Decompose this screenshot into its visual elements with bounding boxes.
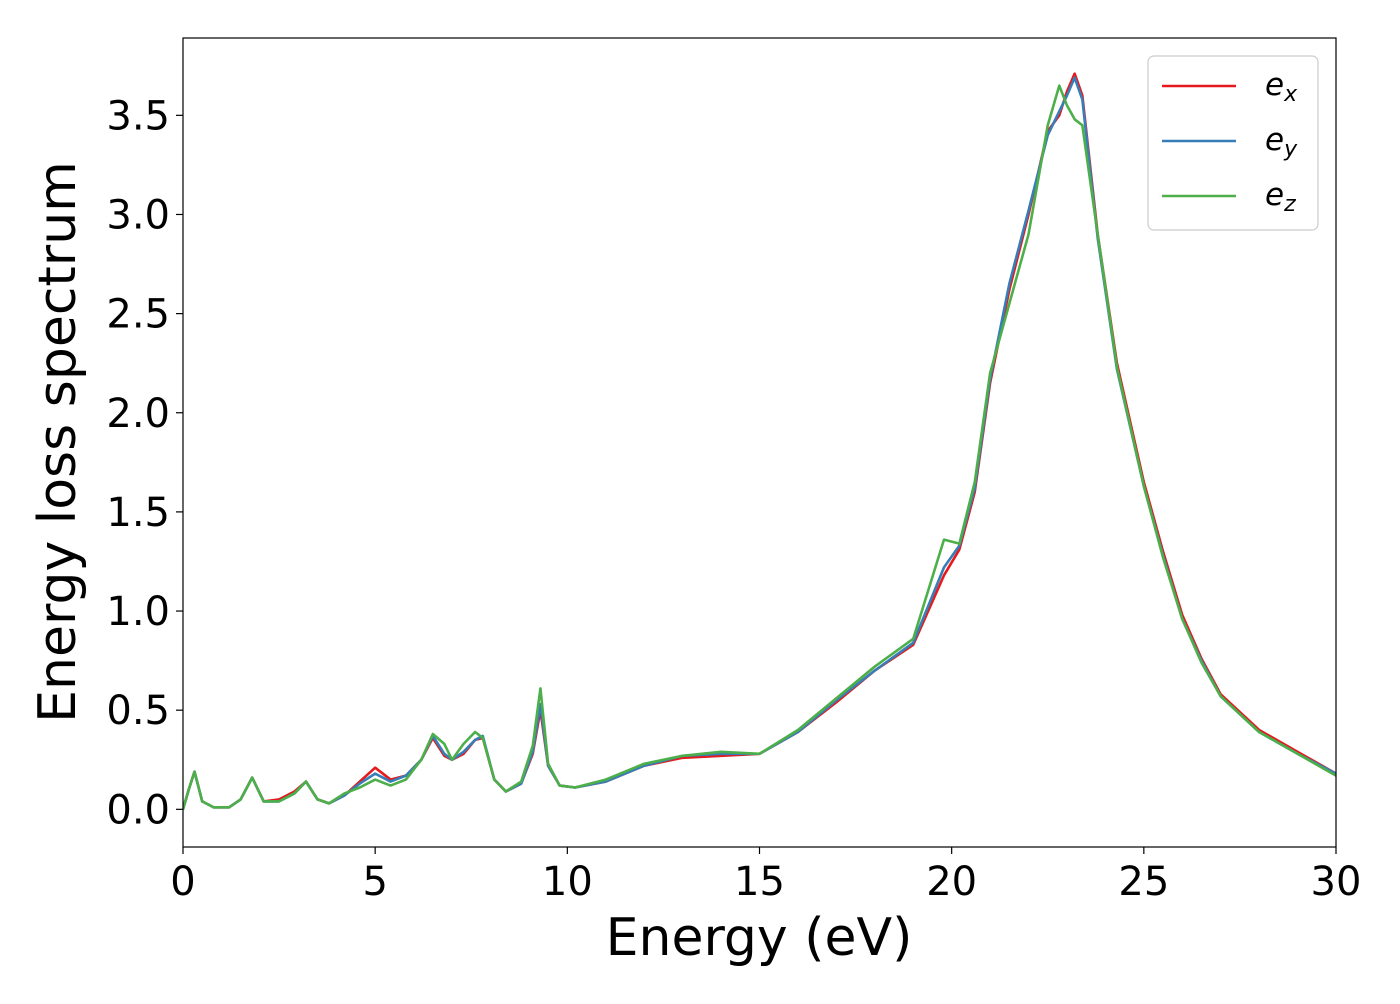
x-tick-label: 30 xyxy=(1311,859,1362,905)
x-tick-label: 25 xyxy=(1118,859,1169,905)
legend-label: ex xyxy=(1265,67,1298,108)
x-tick-label: 15 xyxy=(734,859,785,905)
x-tick-label: 10 xyxy=(542,859,593,905)
x-tick-label: 5 xyxy=(362,859,387,905)
legend-label: ez xyxy=(1265,177,1296,218)
x-axis-label: Energy (eV) xyxy=(606,908,913,968)
y-tick-label: 1.5 xyxy=(106,490,170,536)
y-axis-label: Energy loss spectrum xyxy=(28,161,88,723)
x-tick-label: 20 xyxy=(926,859,977,905)
y-tick-label: 2.5 xyxy=(106,292,170,338)
series-line xyxy=(183,84,1336,810)
x-tick-label: 0 xyxy=(170,859,195,905)
legend-box xyxy=(1147,55,1319,231)
legend-label: ey xyxy=(1265,122,1298,163)
y-tick-label: 0.0 xyxy=(106,787,170,833)
plot-frame xyxy=(182,37,1337,848)
y-tick-label: 0.5 xyxy=(106,688,170,734)
y-tick-label: 3.0 xyxy=(106,192,170,238)
y-tick-label: 2.0 xyxy=(106,391,170,437)
y-tick-label: 3.5 xyxy=(106,93,170,139)
y-tick-label: 1.0 xyxy=(106,589,170,635)
